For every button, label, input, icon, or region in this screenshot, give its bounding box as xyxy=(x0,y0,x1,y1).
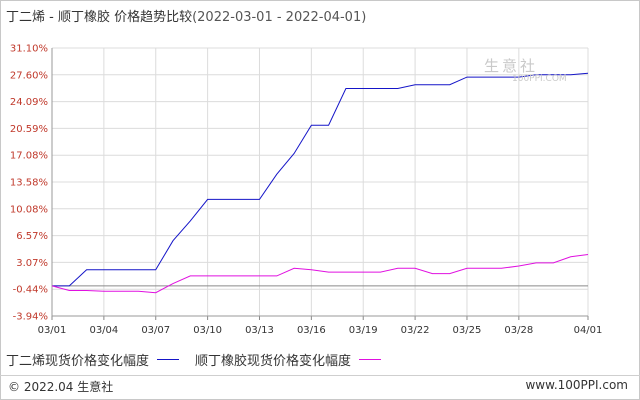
series-lines xyxy=(51,72,589,294)
x-tick-labels: 03/01 03/04 03/07 03/10 03/13 03/16 03/19 03/22… xyxy=(38,325,603,336)
legend-swatch-series1 xyxy=(157,359,180,360)
x-tick-label: 04/01 xyxy=(574,325,603,336)
footer-site-link[interactable]: www.100PPI.com xyxy=(525,378,628,392)
title-text: 丁二烯 - 顺丁橡胶 价格趋势比较 xyxy=(6,10,193,25)
y-tick-label: -3.94% xyxy=(13,312,48,323)
y-tick-label: -0.44% xyxy=(13,285,48,296)
chart-title: 丁二烯 - 顺丁橡胶 价格趋势比较(2022-03-01 - 2022-04-0… xyxy=(6,6,366,25)
line-chart: 31.10% 27.60% 24.09% 20.59% 17.08% 13.58% 10.0… xyxy=(10,44,603,337)
y-tick-label: 3.07% xyxy=(16,258,48,269)
x-tick-label: 03/07 xyxy=(141,325,170,336)
grid xyxy=(51,47,589,317)
legend: 丁二烯现货价格变化幅度 顺丁橡胶现货价格变化幅度 xyxy=(6,350,397,369)
series-line-1 xyxy=(52,72,589,287)
x-tick-label: 03/22 xyxy=(401,325,430,336)
date-range: (2022-03-01 - 2022-04-01) xyxy=(192,10,367,25)
y-tick-label: 17.08% xyxy=(10,151,48,162)
y-tick-label: 20.59% xyxy=(10,124,48,135)
axes xyxy=(51,48,589,320)
y-tick-label: 13.58% xyxy=(10,178,48,189)
y-tick-labels: 31.10% 27.60% 24.09% 20.59% 17.08% 13.58% 10.0… xyxy=(10,44,48,323)
footer-divider xyxy=(0,375,640,376)
x-tick-label: 03/10 xyxy=(193,325,222,336)
x-tick-label: 03/16 xyxy=(297,325,326,336)
x-tick-label: 03/28 xyxy=(504,325,533,336)
footer-copyright: © 2022.04 生意社 xyxy=(8,380,114,394)
x-tick-label: 03/25 xyxy=(453,325,482,336)
watermark-name: 生意社 xyxy=(484,57,539,75)
x-tick-label: 03/13 xyxy=(245,325,274,336)
x-tick-label: 03/19 xyxy=(349,325,378,336)
y-tick-label: 6.57% xyxy=(16,231,48,242)
watermark-url: 100PPI.COM xyxy=(512,74,567,84)
y-tick-label: 10.08% xyxy=(10,204,48,215)
y-tick-label: 27.60% xyxy=(10,70,48,81)
legend-swatch-series2 xyxy=(359,359,382,360)
y-tick-label: 31.10% xyxy=(10,44,48,55)
x-tick-label: 03/04 xyxy=(89,325,118,336)
x-tick-label: 03/01 xyxy=(38,325,67,336)
legend-label-series1: 丁二烯现货价格变化幅度 xyxy=(6,354,150,369)
series-line-2 xyxy=(51,254,589,294)
legend-label-series2: 顺丁橡胶现货价格变化幅度 xyxy=(195,354,352,369)
watermark: 生意社 100PPI.COM xyxy=(484,55,567,84)
y-tick-label: 24.09% xyxy=(10,97,48,108)
